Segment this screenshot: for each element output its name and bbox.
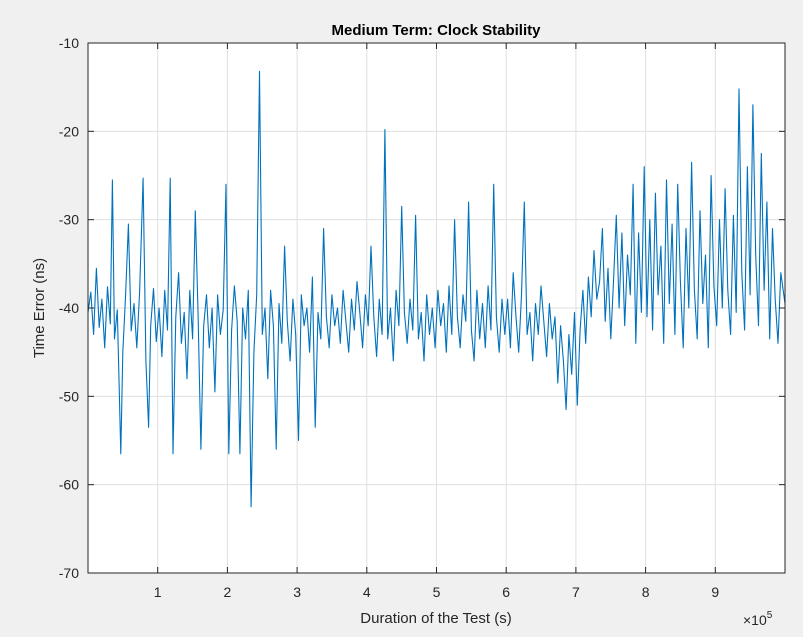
x-axis-exponent: ×105 — [743, 610, 773, 628]
x-tick-label: 9 — [711, 584, 719, 600]
y-tick-label: -60 — [59, 477, 79, 493]
x-tick-label: 3 — [293, 584, 301, 600]
x-axis-exponent-base: ×10 — [743, 612, 767, 628]
chart-title: Medium Term: Clock Stability — [332, 22, 542, 39]
y-axis-label: Time Error (ns) — [31, 258, 48, 358]
y-tick-label: -10 — [59, 35, 79, 51]
y-tick-label: -40 — [59, 300, 79, 316]
series-layer — [87, 70, 786, 508]
y-tick-label: -50 — [59, 388, 79, 404]
x-tick-label: 2 — [224, 584, 232, 600]
x-tick-label: 4 — [363, 584, 371, 600]
x-axis-exponent-power: 5 — [767, 610, 773, 621]
grid — [88, 43, 785, 573]
y-tick-label: -30 — [59, 212, 79, 228]
series-line — [87, 70, 786, 508]
x-tick-label: 6 — [502, 584, 510, 600]
x-tick-label: 5 — [433, 584, 441, 600]
x-tick-label: 8 — [642, 584, 650, 600]
x-tick-label: 7 — [572, 584, 580, 600]
x-ticks: 1 2 3 4 5 6 7 8 9 — [154, 43, 719, 600]
y-tick-label: -20 — [59, 123, 79, 139]
y-ticks: -10 -20 -30 -40 -50 -60 -70 — [59, 35, 785, 581]
y-tick-label: -70 — [59, 565, 79, 581]
x-tick-label: 1 — [154, 584, 162, 600]
x-axis-label: Duration of the Test (s) — [360, 610, 511, 627]
